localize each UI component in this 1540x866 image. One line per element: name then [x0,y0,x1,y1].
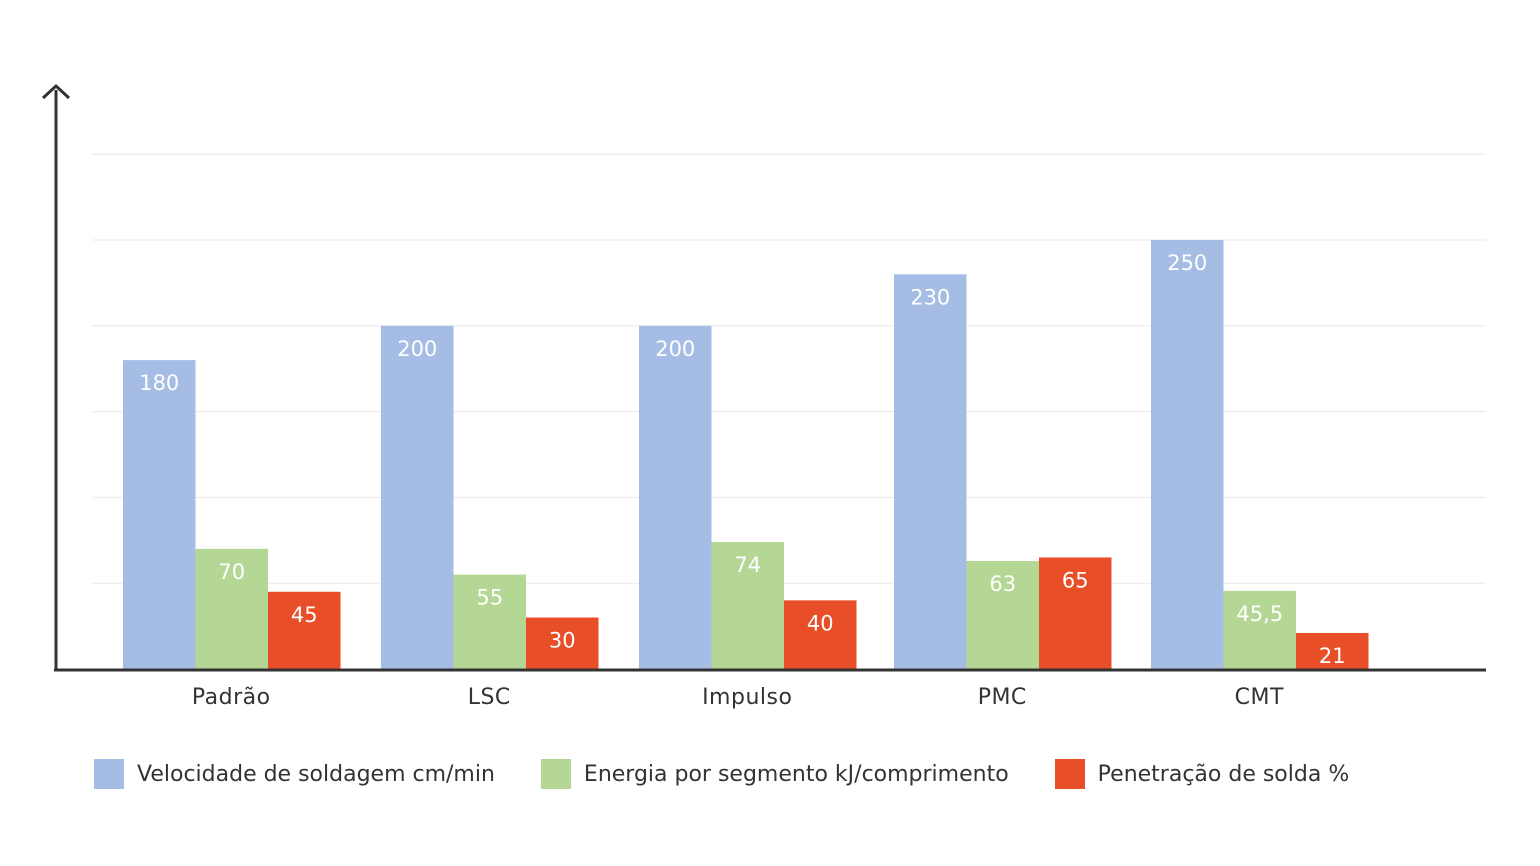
axes [41,83,1486,672]
category-label: LSC [468,685,511,710]
bar [268,591,341,669]
bar [381,325,454,669]
bar [1039,557,1112,669]
data-label: 45,5 [1236,602,1283,626]
y-axis-arrow [41,83,71,100]
bar [1296,632,1369,669]
bar [1151,240,1224,669]
data-label: 250 [1167,251,1207,275]
legend-swatch [540,759,571,789]
data-label: 74 [734,553,761,577]
legend-label: Velocidade de soldagem cm/min [137,761,495,787]
data-label: 40 [807,611,834,635]
legend-item: Penetração de solda % [1054,759,1350,789]
grid-lines [92,153,1486,584]
data-label: 230 [910,285,950,309]
data-label: 200 [655,337,695,361]
category-labels: Padrão LSC Impulso PMC CMT [192,685,1284,710]
legend-item: Energia por segmento kJ/comprimento [540,759,1009,789]
data-label: 45 [291,603,318,627]
bar [894,274,967,669]
bar [526,617,599,669]
bar [1223,590,1296,669]
bars-group [123,240,1369,669]
value-labels: 180 70 45 200 55 30 200 74 40 230 63 65 250 45,5 21 [139,251,1345,668]
bar [639,325,712,669]
legend-label: Penetração de solda % [1097,761,1350,787]
category-label: Padrão [192,685,271,710]
category-label: CMT [1235,685,1284,710]
bar [966,560,1039,669]
data-label: 65 [1062,568,1089,592]
legend: Velocidade de soldagem cm/min Energia por… [94,758,1395,790]
data-label: 200 [397,337,437,361]
bar [711,542,784,669]
data-label: 63 [989,572,1016,596]
data-label: 70 [218,560,245,584]
bar [784,600,857,669]
legend-swatch [1054,759,1085,789]
category-label: PMC [978,685,1027,710]
category-label: Impulso [702,685,792,710]
data-label: 180 [139,371,179,395]
bar [453,574,526,669]
bar [123,360,196,669]
data-label: 30 [549,629,576,653]
legend-item: Velocidade de soldagem cm/min [94,759,495,789]
data-label: 21 [1319,644,1346,668]
legend-label: Energia por segmento kJ/comprimento [583,761,1009,787]
legend-swatch [94,759,124,789]
data-label: 55 [476,586,503,610]
bar [195,548,268,669]
